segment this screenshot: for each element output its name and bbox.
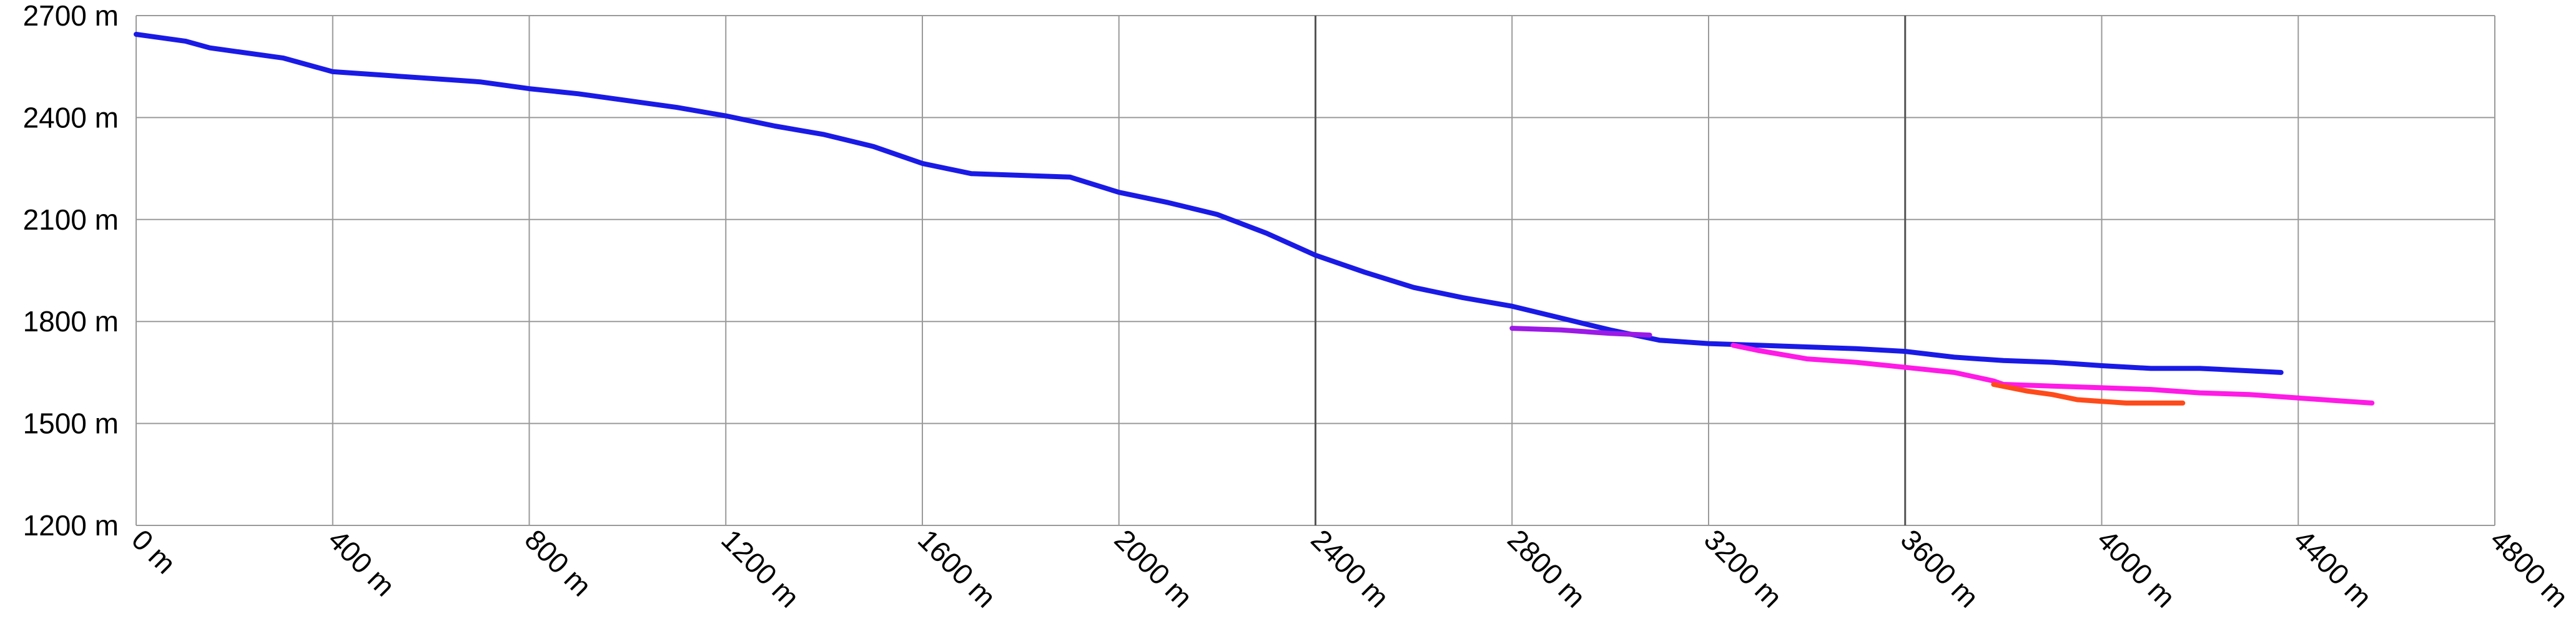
series-line-3 — [1991, 382, 2186, 406]
x-tick-label-8: 3200 m — [1698, 523, 1789, 613]
series-line-1 — [1509, 326, 1652, 338]
y-tick-label-5: 2700 m — [23, 0, 119, 32]
x-tick-label-2: 800 m — [518, 523, 598, 602]
x-tick-label-11: 4400 m — [2287, 523, 2378, 613]
x-tick-label-7: 2800 m — [1501, 523, 1592, 613]
x-axis-tick-labels: 0 m 400 m 800 m 1200 m 1600 m 2000 m 2400 m 280… — [126, 523, 2575, 613]
x-tick-label-12: 4800 m — [2484, 523, 2575, 613]
x-tick-label-0: 0 m — [126, 523, 182, 580]
series-lines — [134, 32, 2375, 406]
y-tick-label-1: 1500 m — [23, 407, 119, 440]
y-tick-label-0: 1200 m — [23, 509, 119, 542]
series-line-2 — [1730, 343, 2375, 406]
x-tick-label-9: 3600 m — [1895, 523, 1985, 613]
x-tick-label-4: 1600 m — [912, 523, 1002, 613]
x-tick-label-5: 2000 m — [1108, 523, 1199, 613]
grid-lines — [136, 15, 2495, 526]
x-tick-label-3: 1200 m — [715, 523, 806, 613]
x-tick-label-1: 400 m — [322, 523, 402, 602]
y-axis-tick-labels: 1200 m 1500 m 1800 m 2100 m 2400 m 2700 m — [23, 0, 119, 542]
x-tick-label-10: 4000 m — [2091, 523, 2181, 613]
series-line-0 — [134, 32, 2284, 375]
y-tick-label-3: 2100 m — [23, 203, 119, 236]
y-tick-label-2: 1800 m — [23, 305, 119, 338]
x-tick-label-6: 2400 m — [1305, 523, 1395, 613]
y-tick-label-4: 2400 m — [23, 101, 119, 134]
